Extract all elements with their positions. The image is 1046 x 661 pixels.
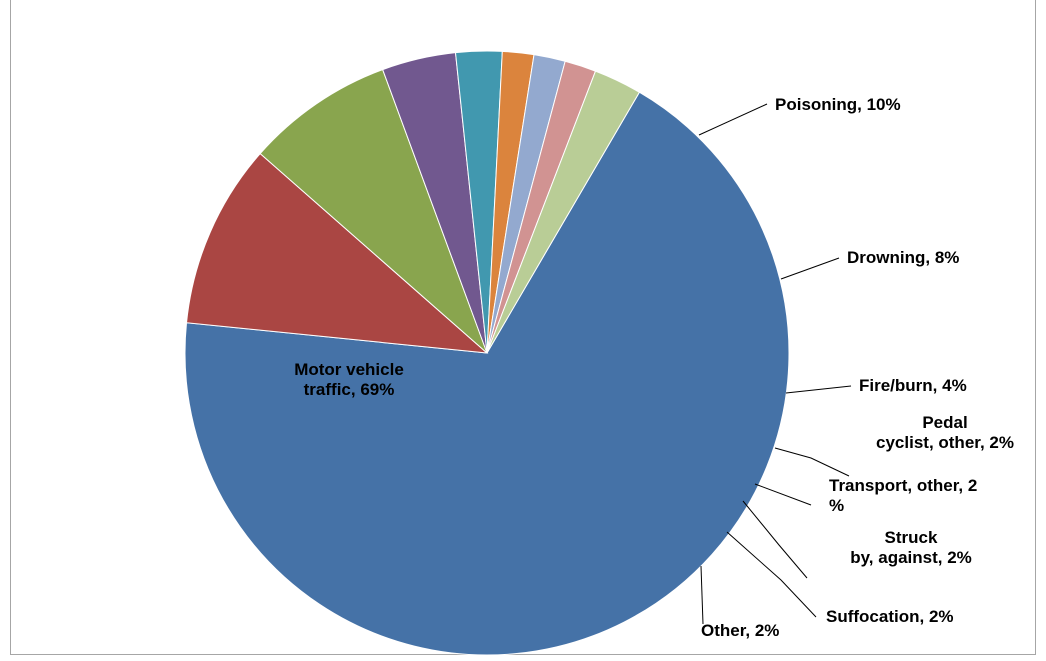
pie-slice-9 xyxy=(486,70,641,354)
leader-line-2 xyxy=(698,103,768,136)
leader-line-4 xyxy=(785,385,852,394)
leader-line-6 xyxy=(754,483,812,506)
data-label-9: Other, 2% xyxy=(701,621,779,640)
pie-slice-3 xyxy=(259,68,488,354)
pie-slice-1 xyxy=(184,91,790,655)
data-label-4: Fire/burn, 4% xyxy=(859,376,967,395)
data-label-3: Drowning, 8% xyxy=(847,248,959,267)
data-label-1: Motor vehicle traffic, 69% xyxy=(294,360,404,399)
data-label-6: Transport, other, 2% xyxy=(829,476,977,515)
pie-slice-2 xyxy=(185,152,489,354)
leader-line-9 xyxy=(700,565,704,625)
data-label-2: Poisoning, 10% xyxy=(775,95,901,114)
data-label-7: Struck by, against, 2% xyxy=(850,528,972,567)
leader-line-3 xyxy=(780,257,840,280)
leader-line-8 xyxy=(726,531,817,618)
leader-line-5 xyxy=(774,447,850,477)
pie-chart: Motor vehicle traffic, 69% Poisoning, 10% D… xyxy=(184,50,1014,655)
data-label-8: Suffocation, 2% xyxy=(826,607,954,626)
leader-line-7 xyxy=(742,500,808,579)
data-label-5: Pedal cyclist, other, 2% xyxy=(876,413,1014,452)
chart-area: Motor vehicle traffic, 69% Poisoning, 10% D… xyxy=(10,0,1036,655)
